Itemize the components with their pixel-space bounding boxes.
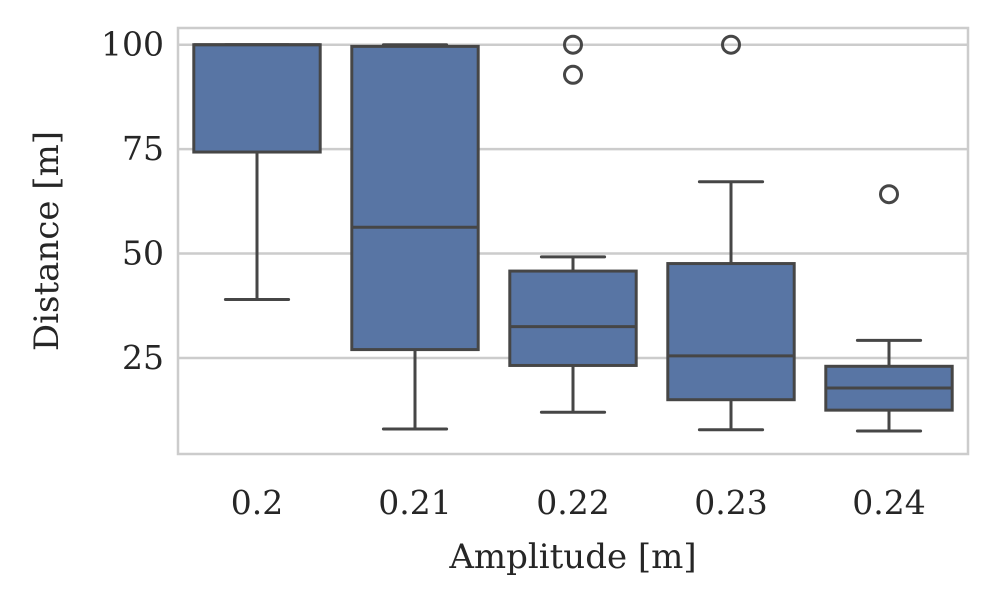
iqr-box: [508, 269, 638, 367]
y-tick-label: 25: [122, 338, 164, 377]
y-axis-label: Distance [m]: [27, 131, 67, 351]
box-0.24: [824, 184, 954, 433]
box-series: [192, 34, 954, 433]
outlier-point: [563, 34, 583, 55]
box-0.22: [508, 34, 638, 414]
x-tick-label: 0.2: [231, 483, 283, 522]
outlier-point: [721, 34, 741, 55]
x-tick-label: 0.24: [852, 483, 925, 522]
box-0.23: [666, 34, 796, 432]
iqr-box: [666, 262, 796, 402]
x-axis-ticks: 0.2 0.21 0.22 0.23 0.24: [231, 483, 926, 522]
iqr-box: [350, 44, 480, 352]
box-0.21: [350, 43, 480, 431]
y-tick-label: 75: [122, 129, 164, 168]
plot-area-frame: [176, 26, 970, 456]
y-tick-label: 100: [101, 25, 164, 64]
box-0.2: [192, 43, 322, 301]
y-tick-label: 50: [122, 234, 164, 273]
x-tick-label: 0.21: [378, 483, 451, 522]
x-axis-label: Amplitude [m]: [448, 537, 696, 577]
x-tick-label: 0.22: [536, 483, 609, 522]
iqr-box: [192, 43, 322, 154]
y-axis-ticks: 25 50 75 100: [101, 25, 164, 377]
outlier-point: [563, 64, 583, 85]
x-tick-label: 0.23: [694, 483, 767, 522]
outlier-point: [879, 184, 899, 205]
